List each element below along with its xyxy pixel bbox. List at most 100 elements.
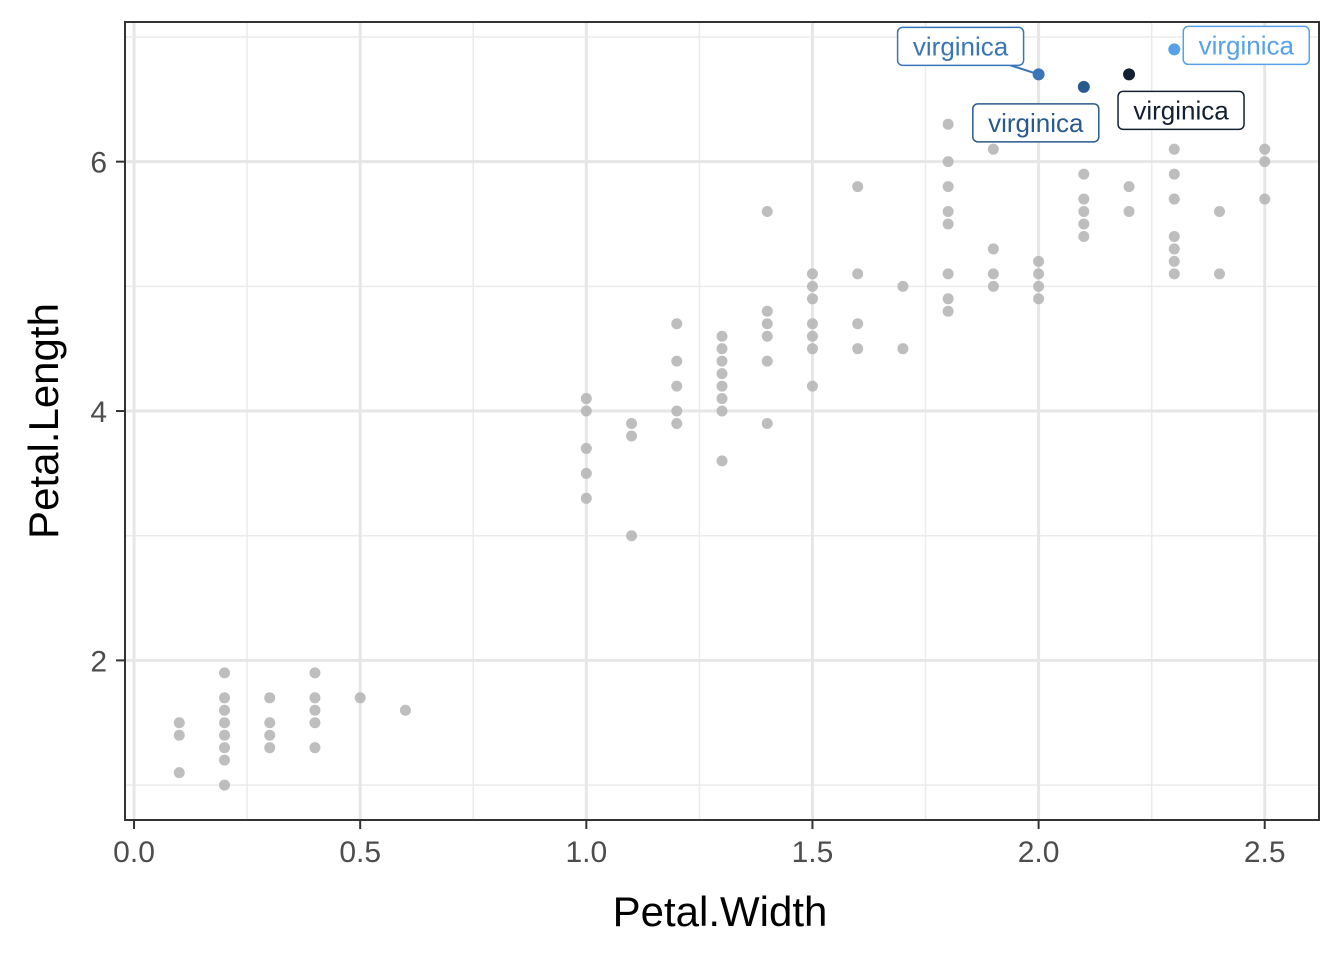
data-point: [1033, 280, 1045, 292]
data-point: [671, 417, 683, 429]
x-tick-label: 1.5: [792, 836, 834, 869]
data-point: [761, 355, 773, 367]
data-point: [761, 417, 773, 429]
data-point: [852, 268, 864, 280]
data-point: [852, 318, 864, 330]
data-point: [761, 330, 773, 342]
x-tick-label: 0.0: [113, 836, 155, 869]
data-point: [264, 692, 276, 704]
data-point: [1033, 255, 1045, 267]
data-point: [761, 206, 773, 218]
data-point: [716, 380, 728, 392]
data-point: [716, 343, 728, 355]
highlighted-point: [1077, 80, 1090, 93]
data-point: [1078, 193, 1090, 205]
data-point: [942, 156, 954, 168]
data-point: [671, 380, 683, 392]
data-point: [1078, 168, 1090, 180]
data-point: [716, 355, 728, 367]
data-point: [264, 742, 276, 754]
data-point: [173, 717, 185, 729]
data-point: [987, 280, 999, 292]
data-point: [806, 280, 818, 292]
data-point: [1033, 293, 1045, 305]
data-point: [897, 280, 909, 292]
data-point: [852, 181, 864, 193]
label-box: [1182, 25, 1311, 66]
data-point: [1078, 206, 1090, 218]
y-tick-label: 6: [90, 147, 107, 180]
data-point: [219, 754, 230, 766]
data-point: [219, 717, 230, 729]
data-point: [219, 729, 230, 741]
y-tick-label: 4: [90, 396, 107, 429]
data-point: [716, 368, 728, 380]
data-point: [580, 393, 592, 405]
data-point: [219, 704, 230, 716]
highlighted-point: [1123, 68, 1136, 81]
data-point: [1259, 143, 1271, 155]
highlighted-point: [1168, 43, 1181, 56]
data-point: [309, 704, 321, 716]
data-point: [716, 455, 728, 467]
x-tick-label: 2.5: [1244, 836, 1286, 869]
data-point: [1123, 181, 1135, 193]
data-point: [626, 530, 638, 542]
data-point: [1214, 206, 1225, 218]
y-tick-label: 2: [90, 645, 107, 678]
label-box: [896, 26, 1025, 67]
data-point: [942, 181, 954, 193]
data-point: [1259, 193, 1271, 205]
data-point: [264, 717, 276, 729]
data-point: [761, 318, 773, 330]
data-point: [219, 779, 230, 791]
panel-border: [124, 21, 1320, 821]
data-point: [761, 305, 773, 317]
y-axis-title: Petal.Length: [20, 303, 67, 539]
data-point: [671, 318, 683, 330]
data-point: [1078, 230, 1090, 242]
data-point: [806, 330, 818, 342]
y-axis: 2 4 6: [90, 147, 125, 678]
label-box: [1117, 90, 1245, 131]
data-points: [173, 118, 1271, 791]
data-point: [1168, 168, 1180, 180]
data-point: [942, 218, 954, 230]
x-tick-label: 2.0: [1018, 836, 1060, 869]
data-point: [942, 268, 954, 280]
data-point: [806, 343, 818, 355]
data-point: [1168, 243, 1180, 255]
highlight-label: virginica: [1133, 95, 1229, 125]
data-point: [309, 692, 321, 704]
data-point: [671, 405, 683, 417]
data-point: [806, 380, 818, 392]
data-point: [626, 417, 638, 429]
data-point: [942, 293, 954, 305]
data-point: [806, 318, 818, 330]
highlight-label: virginica: [988, 108, 1084, 138]
highlight-label: virginica: [1199, 30, 1295, 60]
data-point: [1259, 156, 1271, 168]
data-point: [309, 717, 321, 729]
data-point: [219, 667, 230, 679]
data-point: [806, 268, 818, 280]
data-point: [897, 343, 909, 355]
data-point: [219, 742, 230, 754]
data-point: [942, 305, 954, 317]
data-point: [716, 330, 728, 342]
data-point: [626, 430, 638, 442]
data-point: [716, 393, 728, 405]
data-point: [264, 729, 276, 741]
data-point: [580, 405, 592, 417]
data-point: [580, 442, 592, 454]
data-point: [987, 268, 999, 280]
data-point: [399, 704, 411, 716]
data-point: [309, 667, 321, 679]
data-point: [716, 405, 728, 417]
x-tick-label: 1.0: [565, 836, 607, 869]
data-point: [1168, 230, 1180, 242]
data-point: [173, 767, 185, 779]
data-point: [1214, 268, 1225, 280]
